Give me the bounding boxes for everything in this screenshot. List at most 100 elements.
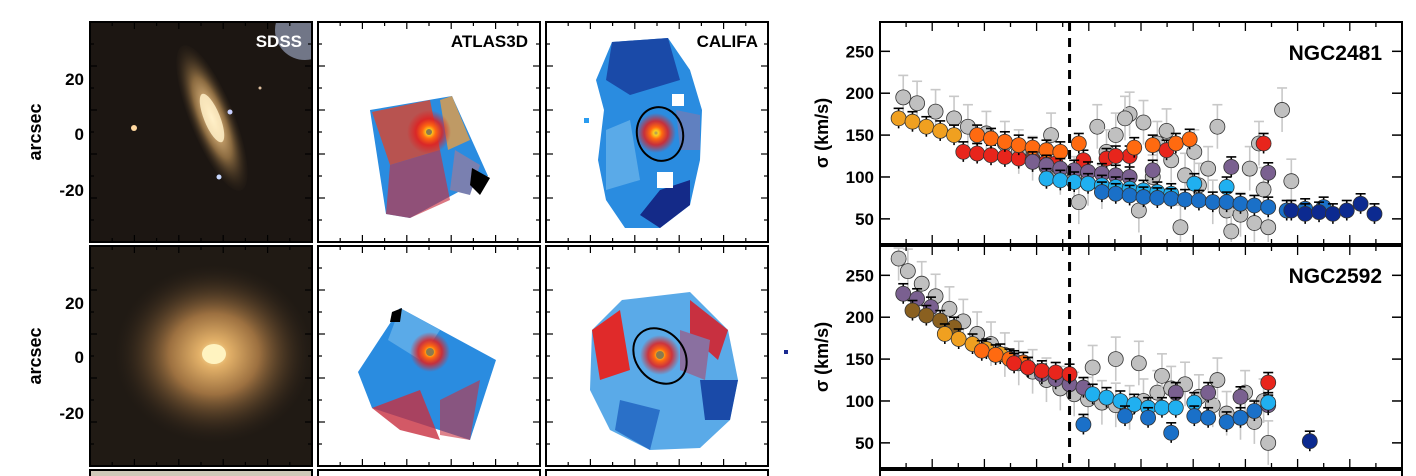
data-point (1255, 135, 1272, 152)
data-point (1167, 135, 1184, 152)
data-point (1075, 416, 1092, 433)
image-ylabel-2: arcsec (25, 327, 45, 384)
data-point (1052, 172, 1069, 189)
data-point (1260, 164, 1277, 181)
image-ytick-1-c: -20 (59, 181, 84, 200)
data-point (987, 347, 1004, 363)
data-point (1172, 219, 1189, 236)
data-point (1135, 189, 1152, 205)
data-point (913, 275, 930, 292)
data-point (1020, 359, 1036, 376)
data-point (1223, 223, 1240, 240)
data-point (1084, 386, 1101, 403)
data-point (932, 123, 949, 139)
data-point (1246, 215, 1263, 231)
data-point (918, 118, 935, 135)
califa-panel-1 (546, 22, 768, 242)
ytick-label: 200 (846, 84, 874, 103)
data-point (1135, 114, 1152, 131)
image-ytick-2-b: 0 (75, 348, 84, 367)
data-point (1107, 127, 1124, 143)
image-frame-ticks (90, 22, 768, 466)
data-point (950, 331, 967, 347)
data-point (1223, 159, 1240, 175)
data-point (955, 143, 972, 160)
data-point (918, 307, 935, 324)
data-point (1038, 170, 1055, 187)
data-point (1177, 191, 1193, 208)
image-row-3-partial (89, 469, 769, 476)
sdss-panel-1 (90, 22, 312, 242)
data-point (1218, 414, 1235, 430)
data-point (1070, 194, 1087, 211)
image-ytick-1-b: 0 (75, 125, 84, 144)
data-point (1260, 199, 1277, 216)
data-point (890, 110, 907, 127)
data-point (1024, 154, 1041, 170)
data-point (904, 302, 921, 319)
data-point (1121, 187, 1138, 204)
image-ytick-1-a: 20 (65, 70, 84, 89)
data-point (1047, 364, 1064, 381)
ytick-label: 250 (846, 42, 874, 61)
image-row-2 (89, 245, 769, 467)
data-point (1246, 197, 1263, 214)
data-point (1186, 408, 1203, 424)
image-ytick-2-a: 20 (65, 294, 84, 313)
data-point (1260, 434, 1277, 451)
data-point (1010, 137, 1027, 154)
stray-marker (784, 350, 788, 354)
data-point (1232, 409, 1249, 426)
data-point (1209, 372, 1226, 388)
data-point (1311, 204, 1327, 221)
data-point (1209, 118, 1226, 135)
data-point (1052, 143, 1069, 160)
data-point (941, 300, 958, 317)
image-ytick-2-c: -20 (59, 404, 84, 423)
data-point (1126, 139, 1143, 156)
data-point (1366, 205, 1383, 222)
image-row-1: SDSS ATLAS3D (89, 21, 769, 243)
plot-title-ngc2481: NGC2481 (1289, 42, 1383, 65)
data-point (927, 103, 944, 120)
ytick-label: 250 (846, 266, 874, 285)
data-point (1181, 131, 1198, 148)
ytick-label: 200 (846, 308, 874, 327)
data-point (1098, 389, 1115, 406)
data-point (969, 145, 986, 162)
data-point (1232, 195, 1249, 212)
data-point (1297, 205, 1314, 222)
data-point (1204, 194, 1221, 211)
data-point (1260, 394, 1277, 411)
data-point (1246, 403, 1263, 419)
data-point (1200, 160, 1217, 177)
data-point (1158, 123, 1175, 139)
data-point (1033, 362, 1050, 379)
data-point (983, 147, 999, 164)
label-atlas3d-1: ATLAS3D (451, 32, 528, 51)
image-axis-row-2: arcsec 20 0 -20 (25, 294, 84, 423)
data-point (1352, 195, 1369, 212)
data-point (936, 326, 953, 342)
sigma-plot-ngc2592: NGC2592 σ (km/s) 50 100 150 200 250 (812, 245, 1403, 469)
data-point (1218, 194, 1235, 211)
data-point (1260, 374, 1277, 391)
ytick-label: 50 (855, 210, 874, 229)
label-califa-1: CALIFA (697, 32, 758, 51)
data-point (1283, 173, 1300, 190)
ytick-label: 150 (846, 126, 874, 145)
data-point (1163, 424, 1180, 441)
data-point (973, 342, 990, 359)
atlas3d-panel-1 (318, 22, 540, 242)
data-point (1325, 205, 1341, 222)
data-point (1274, 102, 1290, 118)
data-point (1241, 160, 1258, 177)
data-point (1301, 433, 1318, 450)
data-point (1167, 399, 1184, 416)
image-ylabel-1: arcsec (25, 103, 45, 160)
sigma-plot-3-partial (879, 469, 1403, 476)
data-point (1260, 219, 1277, 236)
data-point (1149, 190, 1166, 206)
data-point (1084, 359, 1101, 376)
sdss-panel-2 (90, 246, 312, 466)
